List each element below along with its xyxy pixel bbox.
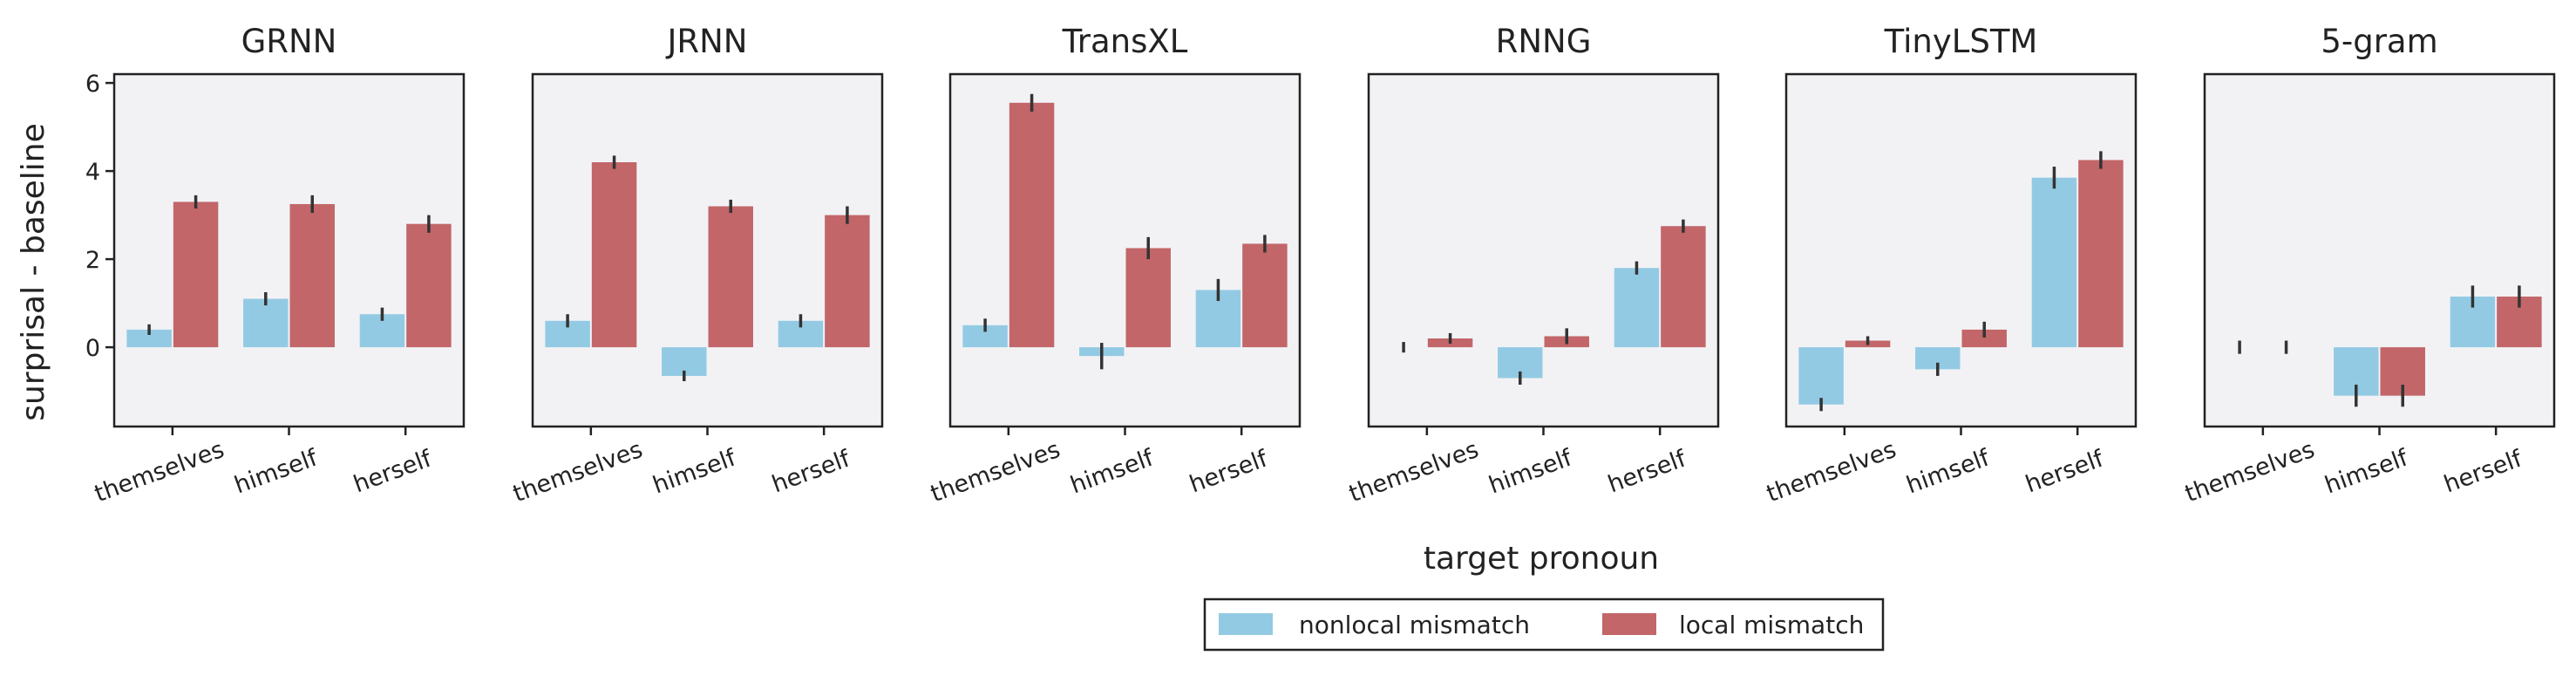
legend: nonlocal mismatch local mismatch [1203,597,1885,652]
bar-nonlocal-mismatch-herself [1614,268,1660,348]
bar-nonlocal-mismatch-herself [2031,177,2077,348]
bar-local-mismatch-themselves [1009,102,1055,348]
bar-local-mismatch-herself [825,215,870,348]
panel-frame [1784,72,2138,428]
legend-swatch-nonlocal-mismatch [1219,613,1273,635]
bar-local-mismatch-himself [1125,248,1171,348]
panel-title: TransXL [1062,23,1188,60]
x-tick-label-herself: herself [768,445,854,498]
panel-frame [2203,72,2556,428]
x-tick-label-herself: herself [350,445,436,498]
y-tick-label: 2 [85,247,100,274]
panel-rnng: RNNG themselves himself herself [1346,23,1720,508]
bar-nonlocal-mismatch-themselves [126,329,172,348]
x-tick-label-herself: herself [1186,445,1272,498]
x-tick-label-themselves: themselves [92,436,228,508]
bar-local-mismatch-himself [708,206,753,348]
y-tick-label: 0 [85,335,100,362]
x-axis-label: target pronoun [1424,541,1659,577]
bar-nonlocal-mismatch-themselves [1798,347,1844,405]
x-tick-label-themselves: themselves [1764,436,1900,508]
panel-5-gram: 5-gram themselves himself herself [2182,23,2556,508]
legend-label-local-mismatch: local mismatch [1679,611,1864,639]
panel-title: RNNG [1496,23,1592,60]
y-tick-label: 6 [85,71,100,98]
x-tick-label-himself: himself [649,444,741,499]
bar-local-mismatch-themselves [591,162,637,348]
y-axis-label: surprisal - baseline [16,123,51,421]
x-tick-label-themselves: themselves [928,436,1064,508]
x-tick-label-himself: himself [1067,444,1159,499]
y-tick-label: 4 [85,159,100,186]
panel-frame [1367,72,1720,428]
panel-title: 5-gram [2321,23,2437,60]
panel-title: JRNN [666,23,748,60]
panel-jrnn: JRNN themselves himself herself [510,23,884,508]
x-tick-label-themselves: themselves [1346,436,1483,508]
panel-title: GRNN [241,23,337,60]
bar-local-mismatch-herself [2078,160,2124,348]
bar-local-mismatch-herself [406,223,452,348]
bar-local-mismatch-himself [1961,329,2007,348]
bar-local-mismatch-themselves [173,201,219,348]
bar-local-mismatch-herself [1242,243,1288,348]
panel-frame [112,72,466,428]
x-tick-label-himself: himself [1903,444,1995,499]
bar-local-mismatch-himself [289,203,335,348]
x-tick-label-herself: herself [2022,445,2108,498]
legend-swatch-local-mismatch [1602,613,1656,635]
legend-frame [1203,597,1885,652]
panel-grnn: GRNN 0 2 4 6 themselves himself herself [85,23,466,508]
bar-local-mismatch-herself [1661,226,1706,348]
x-tick-label-herself: herself [2440,445,2526,498]
x-tick-label-himself: himself [2321,444,2413,499]
x-tick-label-herself: herself [1604,445,1690,498]
x-tick-label-themselves: themselves [2182,436,2319,508]
panel-title: TinyLSTM [1884,23,2038,60]
x-tick-label-themselves: themselves [510,436,647,508]
x-tick-label-himself: himself [1485,444,1577,499]
panel-tinylstm: TinyLSTM themselves himself herself [1764,23,2138,508]
bar-nonlocal-mismatch-himself [243,298,289,348]
panel-transxl: TransXL themselves himself herself [928,23,1302,508]
legend-label-nonlocal-mismatch: nonlocal mismatch [1299,611,1530,639]
panel-frame [948,72,1302,428]
x-tick-label-himself: himself [231,444,323,499]
